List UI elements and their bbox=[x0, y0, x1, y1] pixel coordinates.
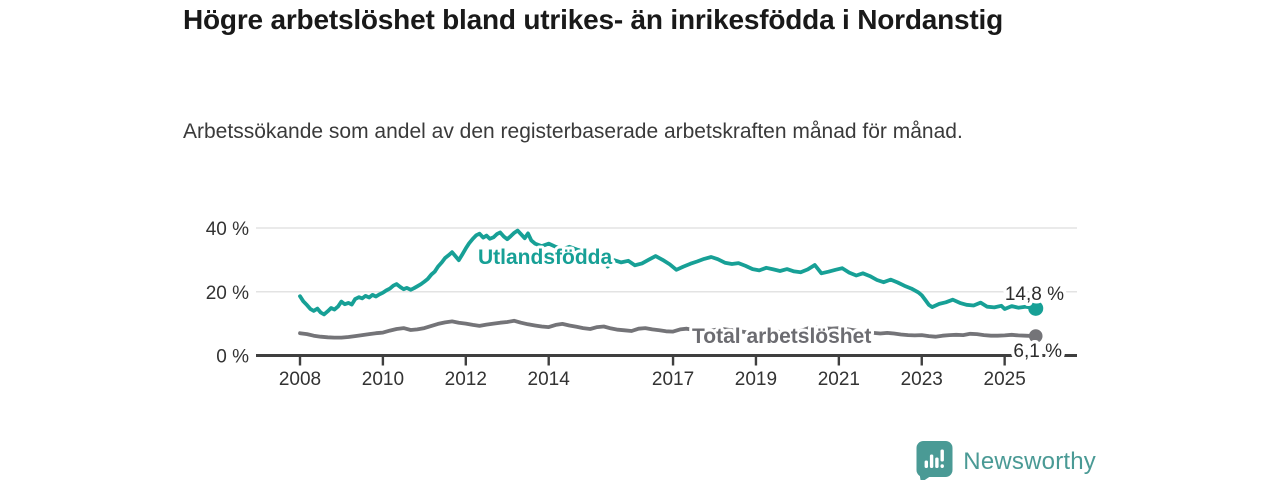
newsworthy-logo-icon bbox=[916, 441, 953, 480]
total-arbetsloshet-line bbox=[298, 318, 1038, 340]
x-axis-label: 2008 bbox=[279, 369, 321, 390]
x-axis-label: 2025 bbox=[984, 369, 1026, 390]
utlandsfodda-value-label: 14,8 % bbox=[1005, 284, 1064, 305]
x-axis-label: 2014 bbox=[528, 369, 571, 390]
chart-subtitle: Arbetssökande som andel av den registerb… bbox=[183, 120, 963, 143]
x-axis-label: 2023 bbox=[901, 369, 943, 390]
utlandsfodda-end-dot bbox=[1028, 300, 1044, 316]
x-axis-label: 2012 bbox=[445, 369, 487, 390]
unemployment-line-chart: 0 % 20 % 40 % 2008 2010 2012 2014 2017 2019 2021 2… bbox=[206, 219, 1077, 390]
y-axis-label: 20 % bbox=[206, 283, 249, 304]
y-axis-label: 40 % bbox=[206, 219, 249, 240]
y-axis-label: 0 % bbox=[216, 347, 249, 368]
utlandsfodda-series-label: Utlandsfödda bbox=[478, 246, 612, 269]
newsworthy-logo-text: Newsworthy bbox=[963, 447, 1096, 475]
x-axis-label: 2017 bbox=[652, 369, 694, 390]
x-axis-label: 2010 bbox=[362, 369, 404, 390]
x-axis-label: 2019 bbox=[735, 369, 777, 390]
total-arbetsloshet-value-label: 6,1 % bbox=[1013, 341, 1062, 362]
chart-title: Högre arbetslöshet bland utrikes- än inr… bbox=[183, 4, 1003, 35]
total-arbetsloshet-series-label: Total arbetslöshet bbox=[692, 325, 871, 348]
x-axis-label: 2021 bbox=[818, 369, 860, 390]
newsworthy-logo-link[interactable]: Newsworthy bbox=[916, 441, 1096, 480]
total-arbetsloshet-end-dot bbox=[1028, 329, 1043, 343]
utlandsfodda-line bbox=[298, 228, 1038, 317]
